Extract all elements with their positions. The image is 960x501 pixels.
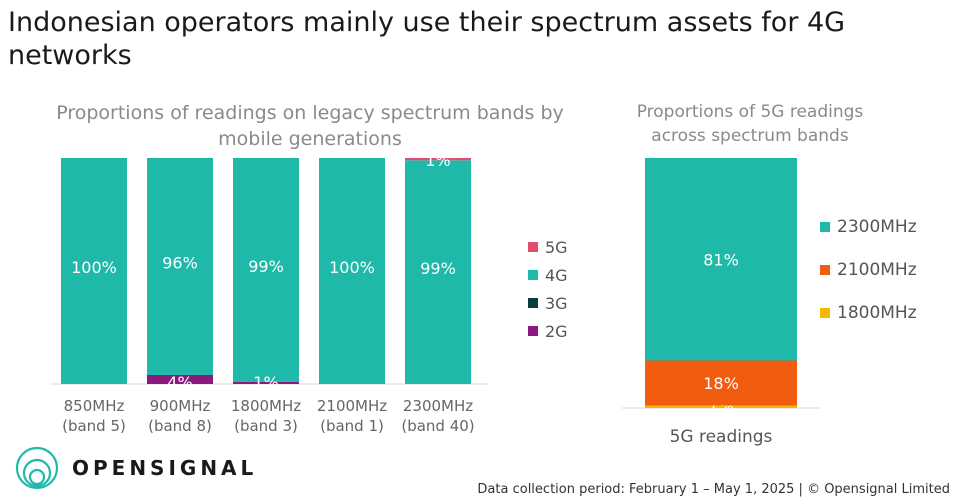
left-chart-title: Proportions of readings on legacy spectr… (56, 102, 564, 150)
footer-note: Data collection period: February 1 – May… (477, 482, 950, 497)
x-tick-label-1-line-1: 850MHz (64, 397, 125, 415)
right-chart-title: Proportions of 5G readings across spectr… (636, 102, 864, 146)
bar-2g-3 (233, 381, 299, 384)
bar-2300mhz (645, 158, 797, 361)
left-legend-item-2g: 2G (528, 317, 568, 345)
left-legend-label-4g: 4G (545, 265, 568, 285)
label-2g-2: 4% (167, 373, 192, 392)
x-tick-label-4-line-1: 2100MHz (317, 397, 387, 415)
bar-4g-2 (147, 158, 213, 375)
bar-4g-3 (233, 158, 299, 382)
right-legend-label-2100mhz: 2100MHz (837, 259, 917, 280)
label-4g-3: 99% (248, 257, 284, 276)
label-4g-2: 96% (162, 253, 198, 272)
label-4g-5: 99% (420, 259, 456, 278)
logo-text: OPENSIGNAL (72, 456, 258, 480)
opensignal-logo-icon (15, 446, 59, 490)
bar-1800mhz (645, 405, 797, 408)
left-legend-label-2g: 2G (545, 321, 568, 341)
left-legend-swatch-2g (528, 326, 538, 336)
x-tick-label-2-line-1: 900MHz (150, 397, 211, 415)
bar-2100mhz (645, 360, 797, 406)
x-tick-label-3-line-1: 1800MHz (231, 397, 301, 415)
label-2g-3: 1% (253, 373, 278, 392)
right-legend: 2300MHz 2100MHz 1800MHz (820, 205, 917, 334)
left-legend-label-3g: 3G (545, 293, 568, 313)
left-legend: 5G 4G 3G 2G (528, 233, 568, 345)
bar-4g-5 (405, 160, 471, 384)
bar-5g-5 (405, 158, 471, 161)
left-legend-swatch-4g (528, 270, 538, 280)
bar-2g-2 (147, 374, 213, 384)
right-legend-item-2100mhz: 2100MHz (820, 248, 917, 291)
left-legend-label-5g: 5G (545, 237, 568, 257)
right-legend-item-2300mhz: 2300MHz (820, 205, 917, 248)
right-legend-swatch-2300mhz (820, 221, 830, 232)
right-legend-label-2300mhz: 2300MHz (837, 216, 917, 237)
left-legend-item-4g: 4G (528, 261, 568, 289)
x-tick-label-4-line-2: (band 1) (320, 417, 384, 435)
bar-4g-4 (319, 158, 385, 384)
right-legend-item-1800mhz: 1800MHz (820, 291, 917, 334)
right-legend-swatch-2100mhz (820, 264, 830, 275)
label-4g-4: 100% (329, 258, 375, 277)
x-tick-label-2-line-2: (band 8) (148, 417, 212, 435)
right-legend-swatch-1800mhz (820, 307, 830, 318)
x-tick-label-5-line-1: 2300MHz (403, 397, 473, 415)
x-tick-label-1-line-2: (band 5) (62, 417, 126, 435)
x-tick-label-5g-readings: 5G readings (670, 427, 773, 447)
label-5g-5: 1% (425, 151, 450, 170)
x-tick-label-3-line-2: (band 3) (234, 417, 298, 435)
opensignal-logo: OPENSIGNAL (14, 445, 257, 491)
right-legend-label-1800mhz: 1800MHz (837, 302, 917, 323)
x-tick-label-5-line-2: (band 40) (401, 417, 474, 435)
label-2300mhz: 81% (703, 250, 739, 269)
label-4g-1: 100% (71, 258, 117, 277)
label-2100mhz: 18% (703, 374, 739, 393)
left-legend-item-5g: 5G (528, 233, 568, 261)
page-title: Indonesian operators mainly use their sp… (8, 7, 846, 71)
left-legend-item-3g: 3G (528, 289, 568, 317)
bar-4g-1 (61, 158, 127, 384)
left-legend-swatch-3g (528, 298, 538, 308)
left-legend-swatch-5g (528, 242, 538, 252)
